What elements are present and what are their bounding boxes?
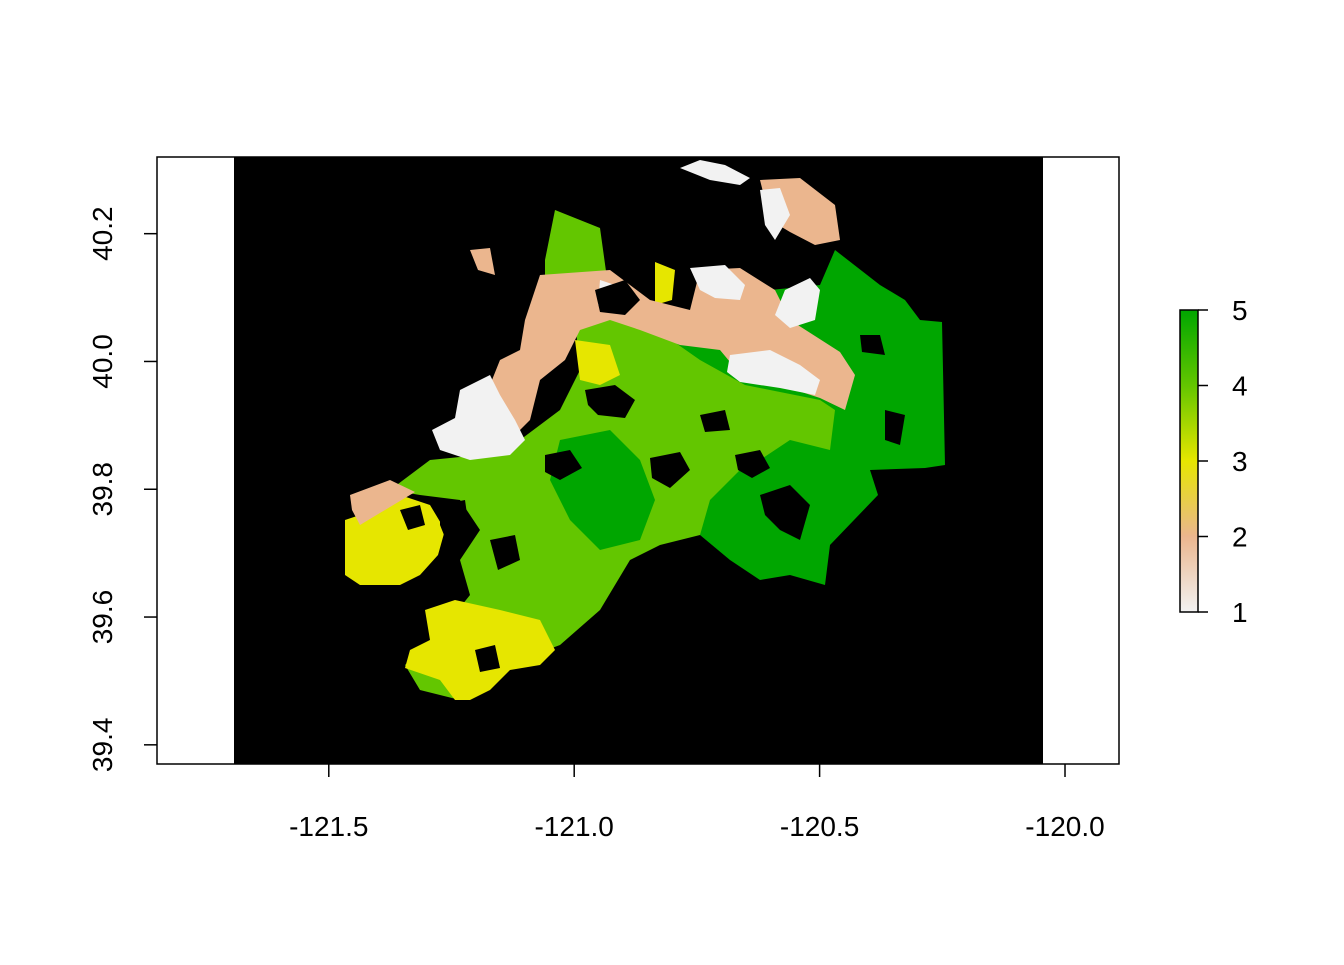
y-tick-label: 40.2 (87, 206, 118, 261)
raster-class-1-region (727, 350, 820, 395)
raster-na-patch (650, 452, 690, 488)
x-tick-label: -121.0 (534, 811, 613, 842)
raster-na-patch (700, 410, 730, 432)
raster-map (345, 160, 945, 700)
raster-class-1-region (432, 375, 525, 460)
legend-ticks: 1 2 3 4 5 (1198, 295, 1248, 628)
y-tick-label: 39.6 (87, 590, 118, 645)
raster-na-patch (545, 450, 582, 480)
raster-na-patch (760, 485, 810, 540)
x-tick-label: -121.5 (289, 811, 368, 842)
x-tick-label: -120.0 (1025, 811, 1104, 842)
raster-class-1-region (690, 265, 745, 300)
raster-class-3-region (655, 262, 675, 305)
raster-na-patch (860, 335, 885, 355)
raster-na-patch (475, 645, 500, 672)
raster-na-patch (490, 535, 520, 570)
y-axis: 39.4 39.6 39.8 40.0 40.2 (87, 206, 157, 772)
y-tick-label: 39.4 (87, 718, 118, 773)
legend-tick-label: 5 (1232, 295, 1248, 326)
legend-tick-label: 2 (1232, 522, 1248, 553)
raster-class-2-region (470, 248, 495, 275)
raster-class-2-region (470, 268, 855, 440)
y-tick-label: 40.0 (87, 334, 118, 389)
raster-na-patch (595, 280, 640, 315)
y-tick-label: 39.8 (87, 462, 118, 517)
raster-class-1-region (760, 188, 790, 240)
raster-na-patch (440, 500, 470, 545)
legend-tick-label: 3 (1232, 446, 1248, 477)
legend-tick-label: 4 (1232, 371, 1248, 402)
raster-na-patch (400, 505, 425, 530)
x-axis: -121.5 -121.0 -120.5 -120.0 (289, 764, 1105, 842)
raster-na-patch (735, 450, 770, 478)
legend-colorbar (1179, 309, 1199, 613)
raster-na-patch (585, 385, 635, 418)
legend: 1 2 3 4 5 (1179, 295, 1248, 628)
legend-tick-label: 1 (1232, 597, 1248, 628)
raster-class-1-region (775, 278, 820, 328)
raster-class-1-region (680, 160, 750, 185)
raster-class-3-region (575, 340, 620, 385)
raster-class-2-region (350, 480, 415, 525)
plot-border (156, 156, 1120, 765)
raster-na-patch (885, 410, 905, 445)
x-tick-label: -120.5 (780, 811, 859, 842)
